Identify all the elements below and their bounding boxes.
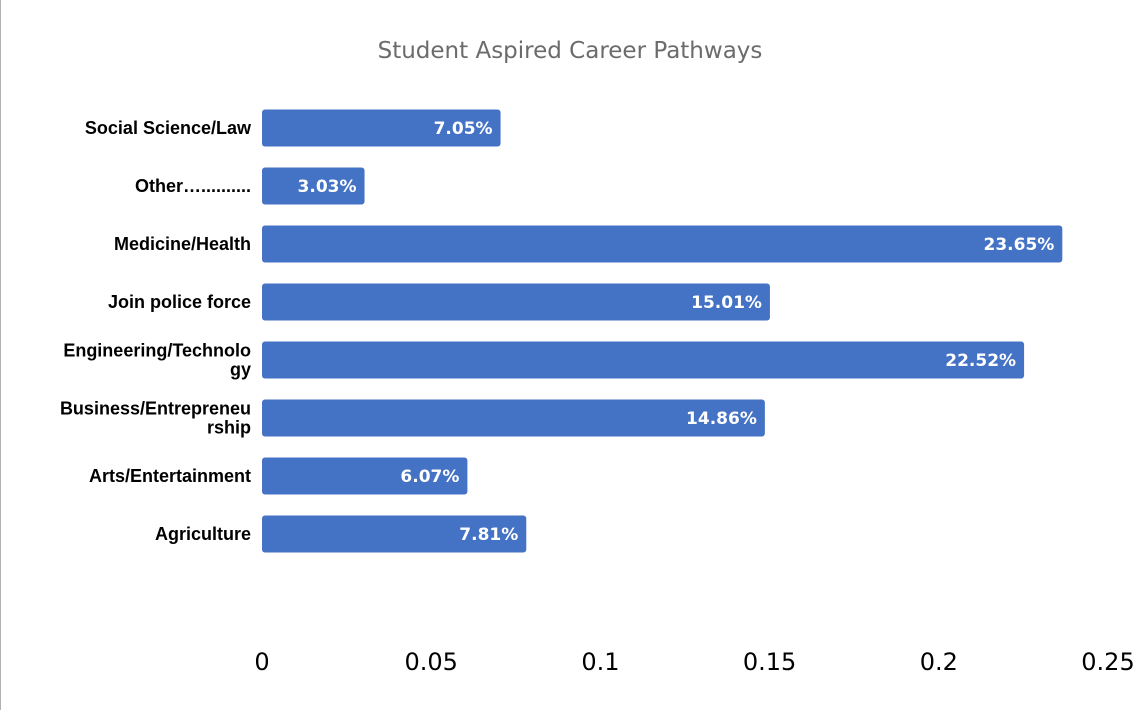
category-label: Agriculture (155, 524, 251, 544)
category-label: Social Science/Law (85, 118, 252, 138)
x-tick-label: 0.15 (743, 648, 796, 676)
category-label: Business/Entrepreneu rship (60, 399, 251, 438)
x-tick-label: 0.2 (920, 648, 958, 676)
data-label: 7.81% (459, 525, 518, 545)
data-label: 23.65% (984, 235, 1055, 255)
bar (262, 457, 468, 495)
x-axis-ticks-group: 0 0.05 0.1 0.15 0.2 0.25 (254, 648, 1134, 676)
x-tick-label: 0.05 (404, 648, 457, 676)
data-label: 3.03% (298, 177, 357, 197)
x-tick-label: 0 (254, 648, 269, 676)
bar (262, 283, 770, 321)
data-label: 22.52% (945, 351, 1016, 371)
data-label: 14.86% (686, 409, 757, 429)
category-label: Join police force (108, 292, 251, 312)
data-label: 6.07% (400, 467, 459, 487)
data-label: 15.01% (691, 293, 762, 313)
bar (262, 515, 527, 553)
bar (262, 109, 501, 147)
bar (262, 167, 365, 205)
x-tick-label: 0.25 (1081, 648, 1134, 676)
bar (262, 341, 1025, 379)
bar (262, 399, 765, 437)
category-label: Arts/Entertainment (89, 466, 251, 486)
data-label: 7.05% (434, 119, 493, 139)
category-label: Medicine/Health (114, 234, 251, 254)
bar (262, 225, 1063, 263)
category-label: Other….......... (135, 176, 251, 196)
chart-title: Student Aspired Career Pathways (378, 38, 763, 64)
category-label: Engineering/Technolo gy (63, 341, 251, 380)
category-labels-group: Social Science/Law Other….......... Medici… (60, 118, 252, 544)
bars-group: 7.05% 3.03% 23.65% 15.01% 22.52% 14.86% 6.07% 7… (262, 109, 1063, 553)
x-tick-label: 0.1 (581, 648, 619, 676)
